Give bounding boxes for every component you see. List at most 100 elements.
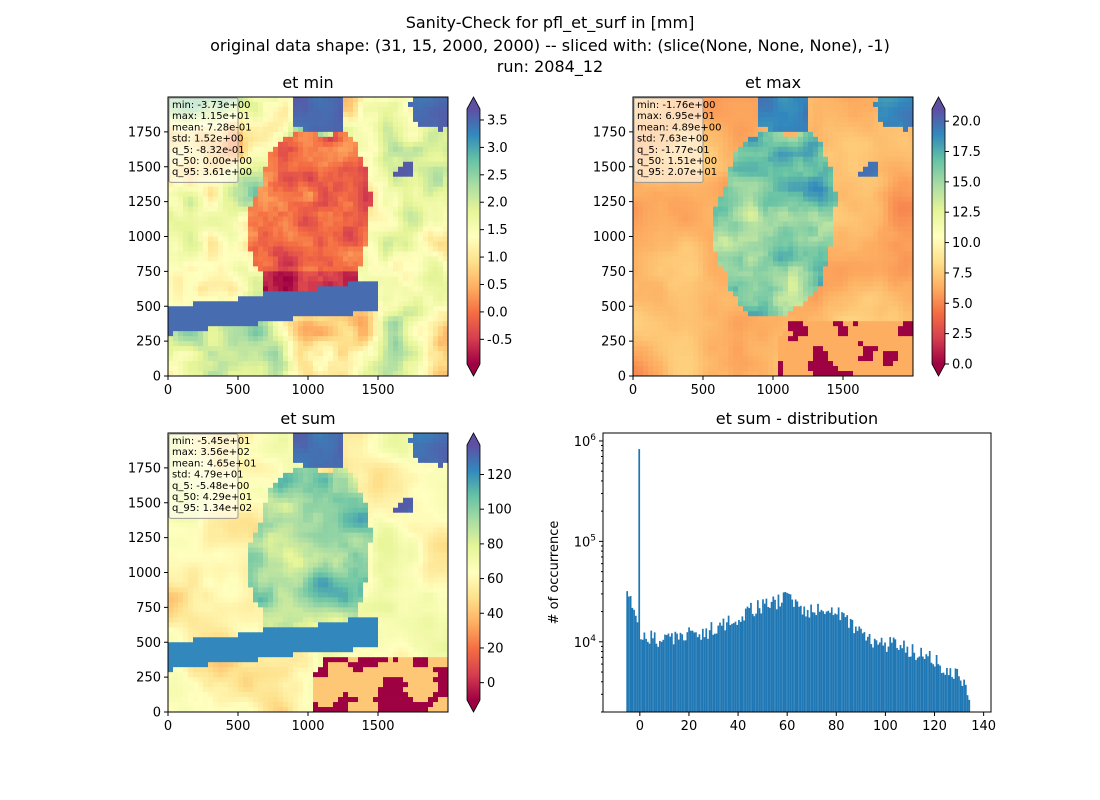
heatmap-cell [903,106,909,113]
heatmap-cell [653,221,659,227]
heatmap-cell [283,241,289,247]
heatmap-cell [178,311,184,317]
heatmap-cell [803,121,809,128]
heatmap-cell [348,181,354,188]
heatmap-cell [898,251,904,257]
heatmap-cell [403,106,409,113]
heatmap-cell [333,301,339,307]
heatmap-cell [803,116,809,123]
heatmap-cell [753,211,759,217]
heatmap-cell [353,181,359,188]
heatmap-cell [183,351,189,357]
heatmap-cell [168,266,174,272]
heatmap-cell [268,296,274,302]
heatmap-cell [238,221,244,227]
heatmap-cell [753,106,759,113]
heatmap-cell [708,171,714,178]
heatmap-cell [883,116,889,123]
heatmap-cell [378,201,384,208]
heatmap-cell [758,161,764,168]
heatmap-cell [338,251,344,257]
heatmap-cell [738,201,744,208]
heatmap-cell [398,97,404,103]
heatmap-cell [333,276,339,282]
heatmap-cell [678,216,684,222]
heatmap-cell [698,201,704,208]
heatmap-cell [808,121,814,128]
heatmap-cell [308,141,314,148]
heatmap-cell [273,121,279,128]
heatmap-cell [678,246,684,252]
heatmap-cell [703,211,709,217]
heatmap-cell [243,351,249,357]
heatmap-cell [338,261,344,267]
heatmap-cell [218,316,224,322]
heatmap-cell [368,181,374,188]
heatmap-cell [418,261,424,267]
heatmap-cell [288,206,294,212]
heatmap-cell [778,221,784,227]
heatmap-cell [398,326,404,332]
heatmap-cell [308,176,314,183]
heatmap-cell [333,311,339,317]
heatmap-cell [833,116,839,123]
heatmap-cell [698,186,704,193]
heatmap-cell [373,316,379,322]
heatmap-cell [223,351,229,357]
heatmap-cell [273,171,279,178]
heatmap-cell [243,341,249,347]
heatmap-cell [348,241,354,247]
heatmap-cell [263,256,269,262]
heatmap-cell [278,371,284,377]
heatmap-cell [713,181,719,188]
heatmap-cell [358,201,364,208]
heatmap-cell [793,136,799,143]
heatmap-cell [863,246,869,252]
heatmap-cell [833,191,839,198]
heatmap-cell [843,246,849,252]
heatmap-cell [903,231,909,237]
heatmap-cell [383,196,389,203]
heatmap-cell [863,106,869,113]
heatmap-cell [828,226,834,232]
heatmap-cell [738,111,744,118]
heatmap-cell [243,186,249,193]
stats-line: q_5: -8.32e-01 [172,145,245,156]
heatmap-cell [233,286,239,292]
heatmap-cell [288,111,294,118]
heatmap-cell [368,371,374,377]
heatmap-cell [198,236,204,242]
heatmap-cell [348,316,354,322]
heatmap-cell [288,346,294,352]
heatmap-cell [818,146,824,153]
heatmap-cell [678,206,684,212]
heatmap-cell [728,186,734,193]
heatmap-cell [233,291,239,297]
heatmap-cell [243,326,249,332]
heatmap-cell [188,246,194,252]
heatmap-cell [293,371,299,377]
heatmap-cell [413,206,419,212]
heatmap-cell [858,141,864,148]
heatmap-cell [273,306,279,312]
heatmap-cell [333,161,339,168]
heatmap-cell [433,156,439,163]
heatmap-cell [338,126,344,133]
heatmap-cell [248,256,254,262]
heatmap-cell [218,196,224,203]
heatmap-cell [188,261,194,267]
heatmap-cell [443,236,449,242]
heatmap-cell [298,261,304,267]
stats-line: mean: 7.28e-01 [172,122,252,133]
heatmap-cell [298,136,304,143]
heatmap-cell [803,136,809,143]
heatmap-cell [873,136,879,143]
heatmap-cell [443,206,449,212]
heatmap-cell [258,106,264,113]
heatmap-cell [813,131,819,138]
heatmap-cell [828,181,834,188]
heatmap-cell [248,97,254,103]
heatmap-cell [828,216,834,222]
heatmap-cell [268,311,274,317]
colorbar-tick-label: -0.5 [487,333,512,348]
